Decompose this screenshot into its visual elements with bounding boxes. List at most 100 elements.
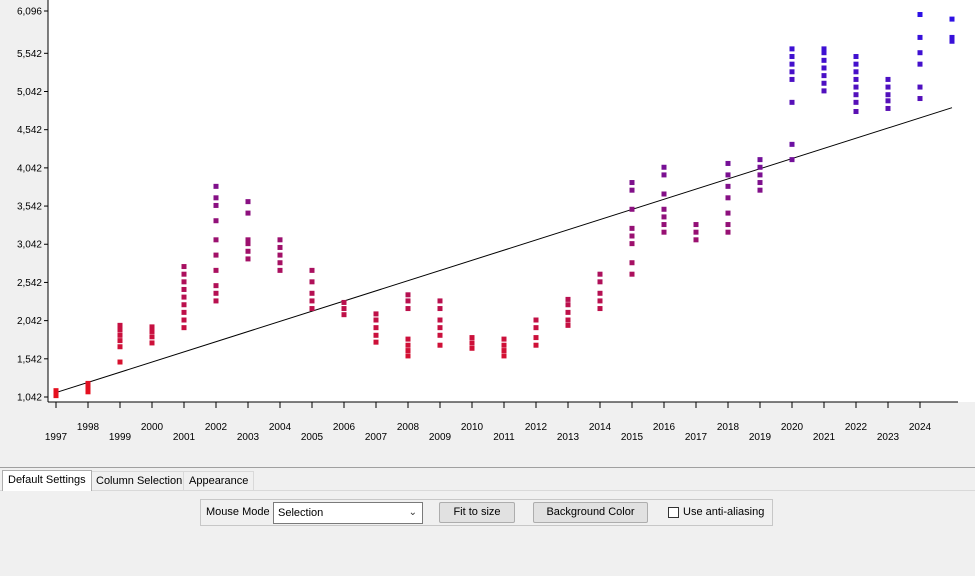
data-point: [917, 96, 923, 102]
data-point: [789, 76, 795, 82]
data-point: [885, 92, 891, 98]
data-point: [181, 286, 187, 292]
data-point: [213, 283, 219, 289]
data-point: [725, 183, 731, 189]
x-tick-label: 2022: [845, 422, 868, 433]
data-point: [117, 338, 123, 344]
data-point: [597, 290, 603, 296]
data-point: [757, 187, 763, 193]
x-tick-label: 2015: [621, 432, 644, 443]
data-point: [885, 84, 891, 90]
x-tick-label: 2003: [237, 432, 260, 443]
data-point: [149, 340, 155, 346]
data-point: [181, 294, 187, 300]
data-point: [565, 302, 571, 308]
data-point: [917, 12, 923, 18]
data-point: [149, 334, 155, 340]
data-point: [917, 61, 923, 67]
data-point: [245, 237, 251, 243]
data-point: [213, 298, 219, 304]
data-point: [181, 264, 187, 270]
data-point: [373, 325, 379, 331]
data-point: [373, 339, 379, 345]
data-point: [917, 50, 923, 56]
data-point: [917, 84, 923, 90]
data-point: [853, 61, 859, 67]
data-point: [789, 99, 795, 105]
data-point: [437, 317, 443, 323]
data-point: [629, 225, 635, 231]
data-point: [789, 141, 795, 147]
mouse-mode-select[interactable]: Selection ⌄: [273, 502, 423, 524]
data-point: [181, 279, 187, 285]
data-point: [309, 290, 315, 296]
data-point: [469, 340, 475, 346]
y-tick-label: 6,096: [17, 7, 42, 18]
y-tick-label: 5,542: [17, 49, 42, 60]
anti-aliasing-checkbox[interactable]: [668, 507, 679, 518]
x-tick-label: 2024: [909, 422, 932, 433]
data-point: [725, 172, 731, 178]
data-point: [277, 260, 283, 266]
x-tick-label: 2020: [781, 422, 804, 433]
data-point: [629, 241, 635, 247]
data-point: [533, 325, 539, 331]
data-point: [405, 342, 411, 348]
data-point: [213, 202, 219, 208]
data-point: [853, 84, 859, 90]
data-point: [853, 69, 859, 75]
data-point: [693, 237, 699, 243]
data-point: [437, 332, 443, 338]
y-tick-label: 2,542: [17, 278, 42, 289]
data-point: [629, 187, 635, 193]
data-point: [693, 229, 699, 235]
data-point: [789, 46, 795, 52]
data-point: [789, 69, 795, 75]
data-point: [853, 92, 859, 98]
data-point: [885, 105, 891, 111]
data-point: [629, 233, 635, 239]
data-point: [85, 389, 91, 395]
data-point: [85, 386, 91, 392]
data-point: [309, 306, 315, 312]
data-point: [405, 298, 411, 304]
data-point: [853, 76, 859, 82]
data-point: [469, 335, 475, 341]
y-tick-label: 2,042: [17, 316, 42, 327]
x-tick-label: 2006: [333, 422, 356, 433]
data-point: [757, 172, 763, 178]
data-point: [277, 267, 283, 273]
y-tick-label: 3,542: [17, 202, 42, 213]
x-tick-label: 2011: [493, 432, 515, 443]
data-point: [245, 241, 251, 247]
background-color-button[interactable]: Background Color: [533, 502, 648, 523]
data-point: [469, 345, 475, 351]
x-tick-label: 2007: [365, 432, 388, 443]
data-point: [661, 191, 667, 197]
data-point: [597, 279, 603, 285]
data-point: [213, 183, 219, 189]
x-tick-label: 2001: [173, 432, 196, 443]
data-point: [213, 195, 219, 201]
plot-area[interactable]: 1,042 1,542 2,042 2,542 3,042 3,542 4,042 4,542…: [0, 0, 975, 468]
x-tick-label: 2016: [653, 422, 676, 433]
data-point: [853, 109, 859, 115]
data-point: [181, 325, 187, 331]
tab-default-settings[interactable]: Default Settings: [2, 470, 92, 491]
data-point: [117, 359, 123, 365]
data-point: [693, 222, 699, 228]
data-point: [181, 309, 187, 315]
data-point: [149, 324, 155, 330]
data-point: [213, 218, 219, 224]
data-point: [661, 214, 667, 220]
scatter-plot[interactable]: 1,042 1,542 2,042 2,542 3,042 3,542 4,042 4,542…: [0, 0, 975, 468]
data-point: [821, 50, 827, 56]
tab-column-selection[interactable]: Column Selection: [90, 471, 189, 490]
fit-to-size-button[interactable]: Fit to size: [439, 502, 515, 523]
anti-aliasing-label: Use anti-aliasing: [683, 506, 765, 518]
data-point: [373, 332, 379, 338]
y-axis-ticks: 1,042 1,542 2,042 2,542 3,042 3,542 4,042 4,542…: [17, 7, 48, 404]
x-tick-label: 1998: [77, 422, 100, 433]
tab-appearance[interactable]: Appearance: [183, 471, 255, 490]
data-point: [117, 344, 123, 350]
